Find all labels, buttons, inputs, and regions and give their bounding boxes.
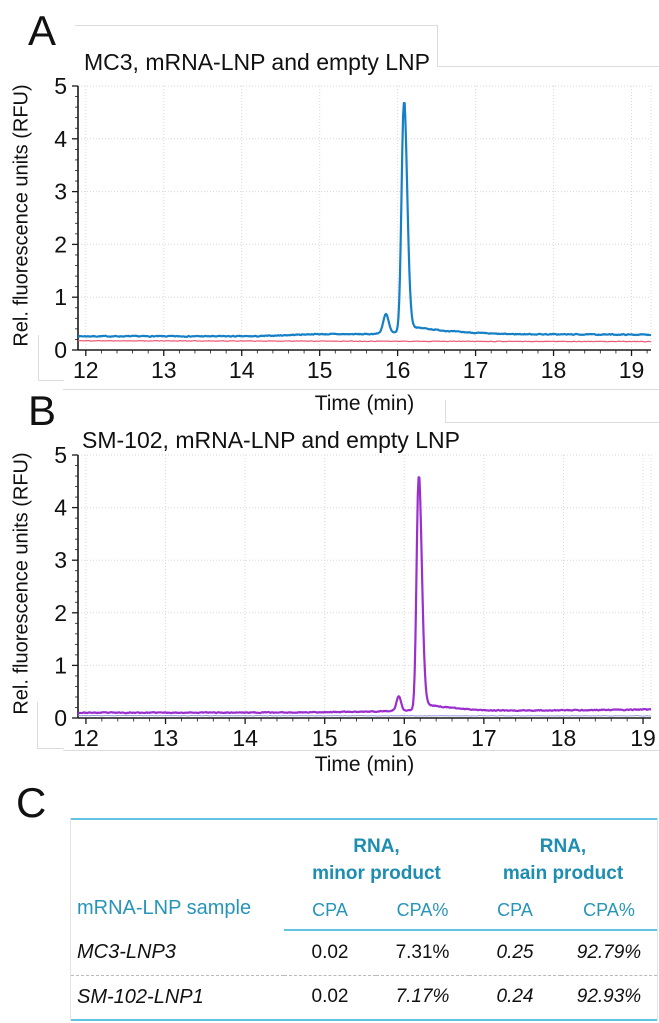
table-subheader-cpapct-main: CPA% [561,892,657,931]
x-tick-label: 19 [630,725,656,751]
sample-name: SM-102-LNP1 [71,974,284,1020]
panel-c-letter: C [16,779,47,826]
sample-name: MC3-LNP3 [77,940,176,963]
y-tick-label: 4 [54,126,67,152]
artifact-line [63,750,659,751]
panel-b-title: SM-102, mRNA-LNP and empty LNP [82,427,460,453]
table-subheader-cpa-main: CPA [469,892,561,931]
table-subheader-cpa-minor: CPA [284,892,376,931]
x-tick-label: 16 [385,357,411,383]
y-tick-label: 3 [54,179,67,205]
artifact-line [75,25,438,26]
x-tick-label: 19 [619,357,645,383]
artifact-line [445,422,659,423]
artifact-line [38,335,39,381]
artifact-line [63,389,659,390]
artifact-line [445,400,446,423]
y-tick-label: 0 [54,337,67,363]
group-header-line1: RNA, [539,835,587,857]
table-header-main-product: RNA, main product [469,820,657,892]
y-tick-label: 1 [54,652,67,678]
x-tick-label: 18 [541,357,567,383]
artifact-line [37,702,38,749]
cpa-main-value: 0.25 [496,941,534,963]
artifact-line [38,380,64,381]
table-subheader-cpapct-minor: CPA% [376,892,469,931]
x-tick-label: 18 [551,725,577,751]
panel-b-letter: B [28,387,57,434]
table-row: MC3-LNP3 0.02 7.31% 0.25 92.79% [71,930,657,975]
panel-a-letter: A [28,7,57,54]
x-tick-label: 17 [463,357,489,383]
artifact-line [438,66,659,67]
x-tick-label: 15 [307,357,333,383]
x-tick-label: 12 [73,725,99,751]
cpapct-minor-value: 7.31% [395,941,450,963]
cpapct-main-value: 92.79% [576,941,642,963]
x-tick-label: 14 [232,725,258,751]
x-tick-label: 12 [73,357,99,383]
trace-mrna-lnp-sm-102-lnp1- [77,476,652,715]
y-tick-label: 2 [54,231,67,257]
cpa-main-value: 0.24 [469,974,561,1020]
y-tick-label: 1 [54,284,67,310]
y-tick-label: 4 [54,495,67,521]
table-header-sample: mRNA-LNP sample [77,897,252,919]
y-tick-label: 3 [54,547,67,573]
trace-mrna-lnp-mc3-lnp3- [77,101,652,338]
panel-a-x-axis-label: Time (min) [314,392,415,415]
cpa-minor-value: 0.02 [284,974,376,1020]
artifact-line [37,748,64,749]
panel-b-x-axis-label: Time (min) [314,753,415,776]
group-header-line2: main product [502,863,624,885]
group-header-line1: RNA, [353,835,400,857]
x-tick-label: 13 [151,357,177,383]
panel-a-title: MC3, mRNA-LNP and empty LNP [84,49,430,75]
trace-empty-lnp [77,339,652,343]
x-tick-label: 13 [153,725,179,751]
x-tick-label: 15 [312,725,338,751]
results-table: mRNA-LNP sample RNA, minor product RNA, … [70,818,658,1022]
table-row: SM-102-LNP1 0.02 7.17% 0.24 92.93% [71,974,657,1020]
group-header-line2: minor product [312,863,441,885]
y-tick-label: 5 [54,447,67,468]
x-tick-label: 14 [229,357,255,383]
table-header-minor-product: RNA, minor product [284,820,469,892]
y-tick-label: 2 [54,600,67,626]
artifact-line [437,25,438,67]
cpapct-main-value: 92.93% [561,974,657,1020]
y-tick-label: 5 [54,78,67,99]
y-tick-label: 0 [54,705,67,731]
x-tick-label: 17 [471,725,497,751]
cpapct-minor-value: 7.17% [376,974,469,1020]
cpa-minor-value: 0.02 [311,941,349,963]
x-tick-label: 16 [391,725,417,751]
trace-empty-lnp [77,714,652,717]
